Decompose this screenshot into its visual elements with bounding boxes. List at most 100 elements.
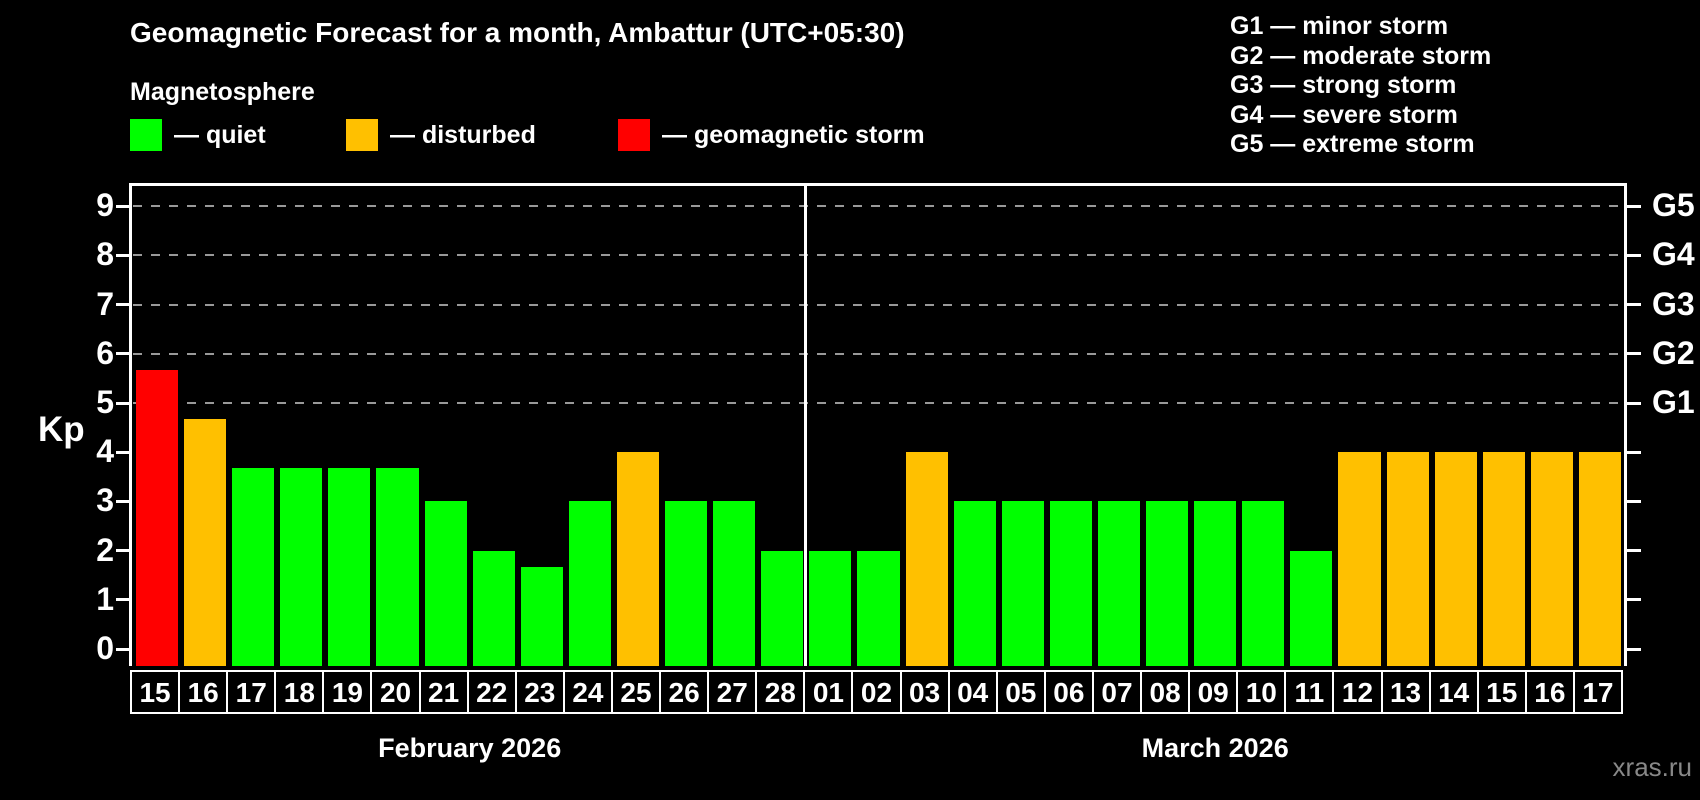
y-tick-label: 1 [96,580,114,617]
g-level-label: G3 [1652,285,1695,322]
kp-bar-march-06 [1049,501,1092,666]
day-label-cell: 18 [274,670,325,714]
day-label-cell: 12 [1332,670,1383,714]
day-label-cell: 24 [562,670,613,714]
kp-bar-february-26 [665,501,708,666]
gridline-kp7 [133,303,1624,306]
month-label-february: February 2026 [378,733,562,763]
g-scale-legend-line: G5 — extreme storm [1230,130,1475,158]
g-scale-legend-line: G1 — minor storm [1230,12,1449,40]
day-label-cell: 08 [1140,670,1191,714]
day-label-cell: 02 [851,670,902,714]
y-tick-label: 6 [96,334,114,371]
y-tick-label: 3 [96,482,114,519]
day-label-cell: 17 [226,670,277,714]
y-tick-left [116,549,131,553]
legend-item-storm: — geomagnetic storm [618,119,948,151]
kp-bar-february-15 [136,370,179,666]
day-label-cell: 23 [514,670,565,714]
legend-disturbed-label: — disturbed [390,121,536,149]
day-label-cell: 06 [1043,670,1094,714]
y-tick-right [1626,401,1641,405]
kp-bar-february-21 [424,501,467,666]
kp-bar-march-01 [809,550,852,666]
kp-bar-february-20 [376,468,419,666]
kp-bar-february-24 [568,501,611,666]
y-tick-left [116,401,131,405]
month-separator-line [804,186,808,666]
day-label-cell: 01 [803,670,854,714]
kp-bar-march-12 [1338,452,1381,666]
y-tick-label: 2 [96,531,114,568]
y-tick-left [116,352,131,356]
day-label-cell: 27 [707,670,758,714]
y-tick-left [116,204,131,208]
kp-bar-march-05 [1001,501,1044,666]
day-label-cell: 28 [755,670,806,714]
day-label-cell: 21 [418,670,469,714]
y-tick-label: 9 [96,187,114,224]
day-label-cell: 11 [1284,670,1335,714]
kp-bar-march-13 [1386,452,1429,666]
gridline-kp5 [133,402,1624,404]
kp-bar-february-22 [472,550,515,666]
day-label-cell: 07 [1091,670,1143,714]
legend-quiet-label: — quiet [174,121,266,149]
day-label-cell: 19 [322,670,373,714]
day-label-cell: 10 [1236,670,1287,714]
axis-left-line [129,183,132,666]
kp-bar-march-15 [1482,452,1525,666]
y-tick-label: 5 [96,384,114,420]
kp-bar-march-10 [1242,501,1285,666]
y-tick-right [1626,549,1641,553]
g-scale-legend-line: G4 — severe storm [1230,100,1458,129]
y-tick-label: 8 [96,236,114,273]
g-level-label: G4 [1652,236,1695,273]
axis-right-line [1624,183,1627,666]
gridline-kp9 [133,205,1624,208]
day-label-cell: 15 [1476,670,1527,714]
y-tick-right [1626,499,1641,503]
day-label-cell: 22 [466,670,517,714]
day-label-cell: 03 [899,670,950,714]
kp-bar-march-11 [1290,550,1333,666]
kp-bar-march-14 [1434,452,1477,666]
y-tick-left [116,499,131,503]
kp-bar-february-18 [280,468,323,666]
y-tick-left [116,253,131,257]
y-tick-left [116,303,131,307]
axis-top-line [129,183,1627,186]
g-scale-legend-line: G2 — moderate storm [1230,41,1492,70]
y-tick-left [116,647,131,651]
g-level-label: G5 [1652,187,1695,224]
y-tick-right [1626,303,1641,307]
day-label-cell: 04 [947,670,998,714]
kp-bar-february-27 [713,501,756,666]
day-label-cell: 09 [1188,670,1239,714]
day-label-cell: 25 [610,670,662,714]
y-tick-left [116,450,131,454]
day-label-cell: 16 [1524,670,1575,714]
day-label-cell: 16 [178,670,229,714]
kp-bar-february-28 [761,550,804,666]
watermark: xras.ru [1612,752,1692,782]
legend-item-quiet: — quiet [130,119,340,151]
y-tick-right [1626,253,1641,257]
kp-bar-february-19 [328,468,371,666]
y-tick-left [116,598,131,602]
kp-bar-february-23 [520,566,563,666]
month-label-march: March 2026 [1141,733,1289,763]
kp-bar-march-16 [1530,452,1573,666]
y-tick-right [1626,204,1641,208]
kp-bar-february-16 [184,419,227,666]
kp-bar-march-09 [1194,501,1237,666]
disturbed-color-swatch [346,119,378,151]
day-label-cell: 20 [370,670,421,714]
legend-storm-label: — geomagnetic storm [662,121,925,149]
storm-color-swatch [618,119,650,151]
y-tick-label: 4 [96,433,114,470]
kp-bar-february-17 [232,468,275,666]
kp-bar-march-04 [953,501,996,666]
kp-axis-title: Kp [38,410,85,449]
kp-bar-march-02 [857,550,900,666]
